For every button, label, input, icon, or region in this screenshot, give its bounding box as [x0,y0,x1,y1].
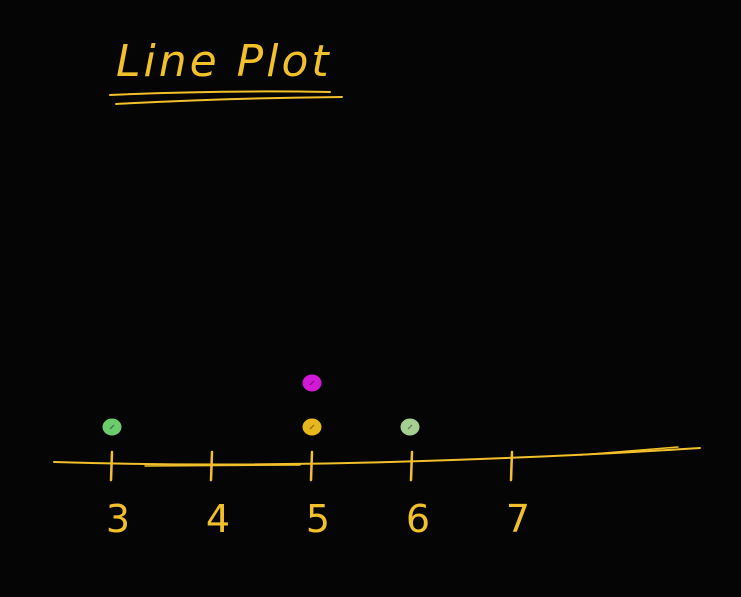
data-point-mark-x3-stack1 [109,424,115,430]
x-tick-5 [309,450,314,482]
data-point-mark-x5-stack2 [309,380,315,386]
title-underline-top [109,90,331,96]
x-tick-3 [109,450,114,482]
data-point-x5-stack2 [302,374,322,392]
data-point-mark-x5-stack1 [309,424,315,430]
chart-title: Line Plot [116,36,332,87]
title-underline-bottom [115,96,343,105]
number-line-axis [53,447,701,466]
x-tick-label-4: 4 [206,497,230,541]
data-point-x6-stack1 [400,418,420,436]
data-point-mark-x6-stack1 [407,424,413,430]
x-tick-label-6: 6 [406,497,430,541]
number-line-axis-overstroke [144,446,679,467]
x-tick-label-3: 3 [106,497,130,541]
data-point-x5-stack1 [302,418,322,436]
x-tick-7 [509,450,514,482]
x-tick-4 [209,450,214,482]
x-tick-label-7: 7 [506,497,530,541]
x-tick-6 [409,450,414,482]
x-tick-label-5: 5 [306,497,330,541]
data-point-x3-stack1 [102,418,122,436]
